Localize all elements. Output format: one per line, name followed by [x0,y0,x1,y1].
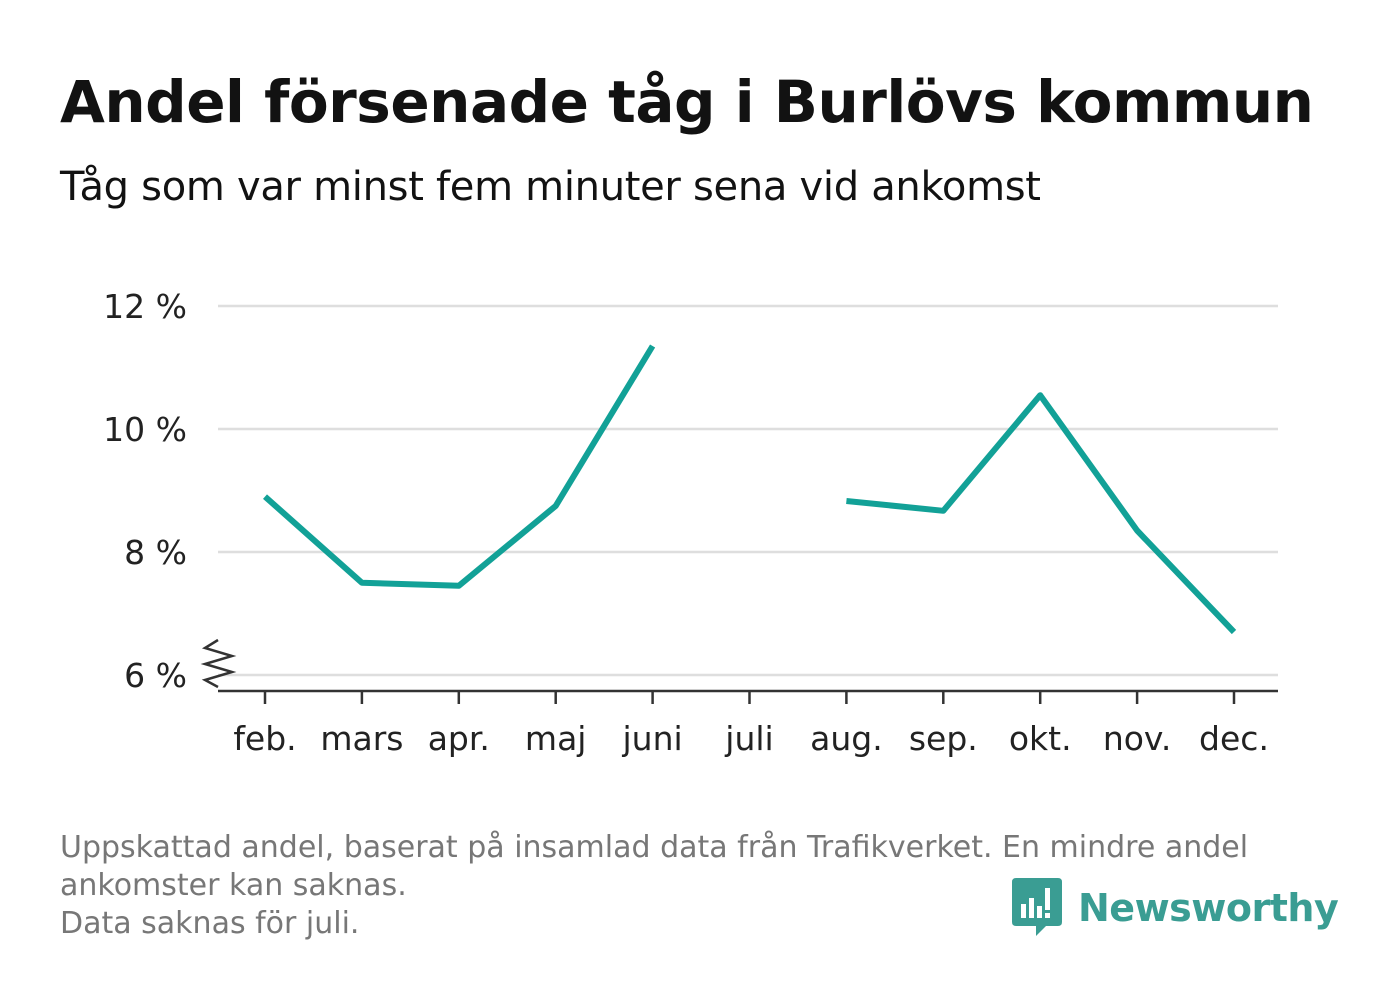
chart-title: Andel försenade tåg i Burlövs kommun [60,68,1314,136]
footnote-line-1: Uppskattad andel, baserat på insamlad da… [60,830,1249,865]
footnote-line-3: Data saknas för juli. [60,906,360,941]
x-tick-label: feb. [233,719,296,758]
y-tick-label: 6 % [124,656,187,695]
x-tick-label: dec. [1199,719,1269,758]
y-tick-label: 12 % [103,287,187,326]
chart-subtitle: Tåg som var minst fem minuter sena vid a… [60,164,1041,210]
x-tick-label: sep. [909,719,978,758]
y-tick-label: 8 % [124,533,187,572]
y-axis-break-icon [200,638,237,689]
y-tick-label: 10 % [103,410,187,449]
footnote: Uppskattad andel, baserat på insamlad da… [60,829,1320,943]
x-tick-label: aug. [810,719,883,758]
x-tick-label: maj [525,719,587,758]
brand-name: Newsworthy [1078,886,1339,930]
brand-logo: Newsworthy [1012,878,1339,938]
newsworthy-logo-icon [1012,878,1062,936]
x-tick-label: okt. [1009,719,1072,758]
x-tick-label: juli [724,719,773,758]
series-line [846,392,1237,635]
x-tick-label: nov. [1103,719,1172,758]
footnote-line-2: ankomster kan saknas. [60,868,407,903]
x-tick-label: juni [622,719,683,758]
x-tick-label: apr. [428,719,490,758]
x-tick-label: mars [320,719,403,758]
series-line [263,344,656,589]
